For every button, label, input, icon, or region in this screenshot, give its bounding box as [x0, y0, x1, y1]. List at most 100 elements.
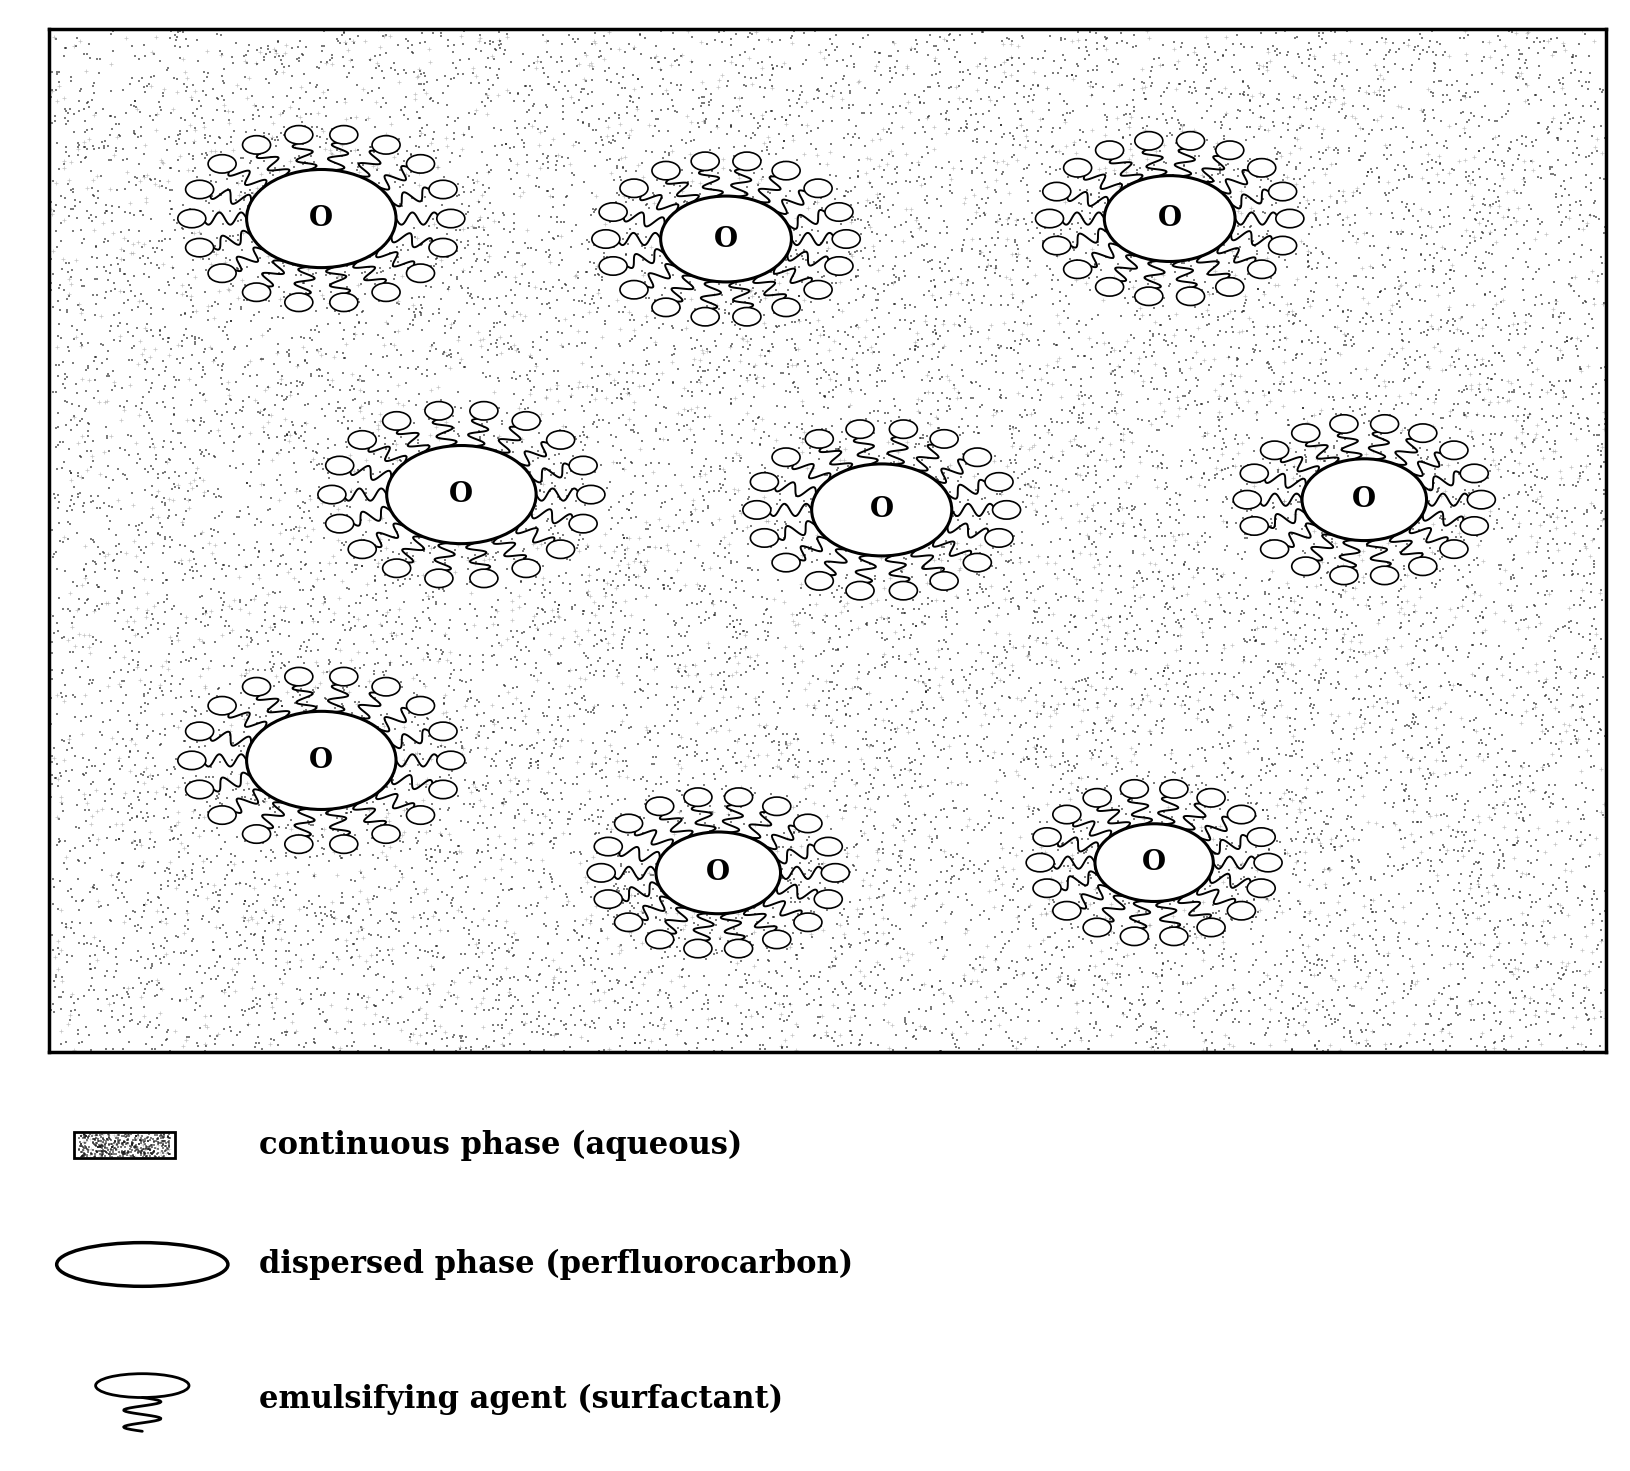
Point	[1444, 893, 1470, 916]
Point	[1346, 677, 1372, 700]
Point	[350, 528, 377, 552]
Point	[293, 35, 319, 59]
Point	[888, 213, 914, 237]
Point	[68, 1133, 95, 1156]
Point	[499, 984, 525, 1008]
Point	[771, 666, 797, 690]
Point	[590, 355, 616, 378]
Point	[403, 171, 429, 194]
Point	[1177, 380, 1203, 403]
Point	[913, 1016, 939, 1040]
Point	[448, 275, 474, 299]
Point	[874, 933, 900, 956]
Point	[328, 378, 354, 402]
Point	[215, 254, 241, 278]
Point	[857, 505, 883, 528]
Point	[1553, 153, 1579, 177]
Point	[1537, 371, 1563, 394]
Point	[1571, 109, 1597, 132]
Point	[496, 331, 522, 355]
Point	[1341, 577, 1368, 600]
Point	[272, 428, 298, 452]
Point	[1027, 357, 1053, 381]
Point	[1146, 566, 1172, 590]
Point	[1477, 944, 1503, 968]
Point	[1244, 165, 1270, 188]
Point	[1529, 977, 1555, 1000]
Point	[368, 506, 394, 530]
Point	[580, 700, 606, 724]
Point	[932, 574, 958, 597]
Point	[243, 143, 269, 166]
Point	[292, 540, 318, 563]
Point	[187, 466, 214, 490]
Point	[241, 937, 267, 961]
Point	[681, 875, 707, 899]
Point	[1337, 1022, 1363, 1046]
Point	[1046, 449, 1073, 472]
Point	[716, 855, 742, 878]
Point	[916, 507, 942, 531]
Point	[828, 934, 854, 958]
Point	[1289, 763, 1315, 787]
Point	[267, 877, 293, 900]
Point	[181, 300, 207, 324]
Point	[205, 316, 231, 340]
Point	[179, 343, 205, 366]
Point	[778, 244, 804, 268]
Point	[546, 972, 572, 996]
Point	[78, 912, 104, 936]
Point	[737, 964, 763, 987]
Point	[143, 1141, 170, 1165]
Point	[474, 46, 500, 69]
Point	[1046, 203, 1073, 227]
Point	[1025, 74, 1051, 97]
Point	[1297, 352, 1324, 375]
Point	[584, 752, 610, 775]
Point	[171, 863, 197, 887]
Point	[619, 894, 645, 918]
Point	[1579, 382, 1606, 406]
Point	[419, 813, 445, 837]
Point	[758, 216, 784, 240]
Point	[1121, 836, 1148, 859]
Point	[1143, 631, 1169, 655]
Point	[1576, 144, 1602, 168]
Point	[256, 319, 282, 343]
Point	[562, 919, 588, 943]
Point	[453, 768, 479, 791]
Point	[1457, 125, 1483, 149]
Point	[145, 480, 171, 503]
Point	[455, 229, 481, 253]
Point	[1534, 999, 1560, 1022]
Point	[505, 799, 531, 822]
Point	[854, 494, 880, 518]
Point	[685, 1031, 711, 1055]
Point	[1107, 555, 1133, 578]
Point	[1193, 76, 1219, 100]
Point	[830, 346, 856, 369]
Point	[870, 837, 897, 861]
Point	[150, 775, 176, 799]
Point	[98, 666, 124, 690]
Point	[1509, 556, 1535, 580]
Point	[530, 566, 556, 590]
Point	[659, 350, 685, 374]
Point	[1113, 101, 1139, 125]
Point	[153, 281, 179, 304]
Point	[795, 34, 822, 57]
Point	[1190, 193, 1216, 216]
Point	[266, 441, 292, 465]
Point	[882, 394, 908, 418]
Point	[1143, 713, 1169, 737]
Point	[1361, 999, 1387, 1022]
Point	[1407, 272, 1433, 296]
Point	[1511, 609, 1537, 633]
Point	[290, 291, 316, 315]
Point	[1229, 650, 1255, 674]
Point	[246, 727, 272, 750]
Point	[678, 397, 704, 421]
Point	[1434, 309, 1460, 332]
Point	[574, 936, 600, 959]
Point	[574, 260, 600, 284]
